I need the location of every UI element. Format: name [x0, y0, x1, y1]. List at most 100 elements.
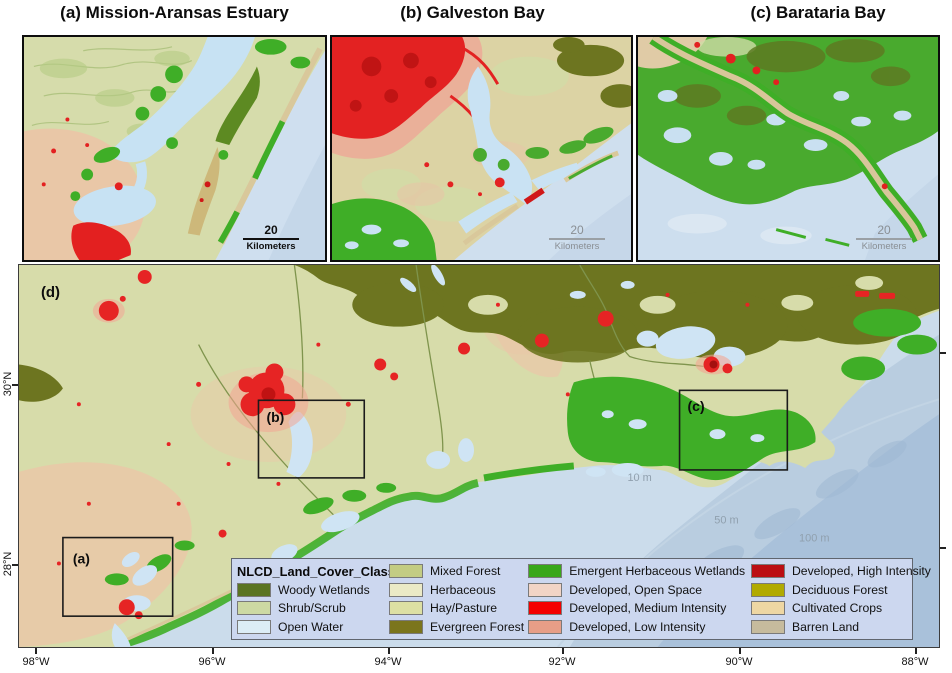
- corpus-christi-bay: [73, 185, 156, 227]
- legend-label: Hay/Pasture: [430, 601, 498, 616]
- legend-item: Developed, Open Space: [528, 581, 751, 599]
- legend-swatch: [751, 564, 785, 578]
- scale-value: 20: [570, 222, 584, 237]
- legend-item: Developed, High Intensity: [751, 562, 931, 580]
- scale-unit: Kilometers: [246, 241, 296, 253]
- coastal-marsh: [104, 308, 938, 647]
- legend-item: Open Water: [237, 618, 389, 636]
- mississippi-river: [652, 37, 923, 241]
- scale-line: [549, 237, 605, 241]
- legend-swatch: [528, 582, 563, 597]
- legend-column-1: NLCD_Land_Cover_Class Woody Wetlands Shr…: [237, 562, 395, 636]
- main-map-label: (d): [41, 284, 60, 301]
- x-label-96w: 96°W: [198, 656, 226, 668]
- estuary-marsh: [70, 38, 311, 202]
- legend-label: Emergent Herbaceous Wetlands: [569, 564, 746, 578]
- legend-swatch: [389, 619, 423, 634]
- legend-item: Hay/Pasture: [389, 599, 528, 617]
- lakes-and-bays: [111, 265, 765, 647]
- depth-label-10m: 10 m: [627, 472, 651, 484]
- x-tick-94w: [388, 648, 390, 654]
- legend-item: Cultivated Crops: [751, 599, 907, 617]
- legend-column-4: Developed, High Intensity Deciduous Fore…: [751, 562, 931, 636]
- inset-extent-boxes: [62, 389, 789, 617]
- west-bay: [458, 192, 518, 234]
- box-label-b: (b): [266, 409, 284, 425]
- galveston-bay-water: [467, 66, 533, 205]
- legend-swatch: [751, 582, 785, 597]
- legend-swatch: [237, 582, 271, 597]
- fringe-islands: [775, 228, 850, 247]
- panel-b-title: (b) Galveston Bay: [400, 3, 545, 22]
- scale-line: [243, 237, 299, 241]
- box-label-c: (c): [688, 398, 705, 414]
- legend-swatch: [237, 619, 271, 634]
- legend-label: Developed, Low Intensity: [569, 619, 706, 634]
- inset-map-barataria-bay: 20 Kilometers: [636, 35, 940, 262]
- mustang-island: [187, 147, 220, 236]
- legend-swatch: [389, 564, 423, 578]
- legend-column-3: Emergent Herbaceous Wetlands Developed, …: [528, 562, 751, 636]
- legend-item: Developed, Low Intensity: [528, 618, 751, 636]
- legend-label: Evergreen Forest: [430, 619, 525, 634]
- extent-box-c: [678, 389, 789, 471]
- inset-map-galveston-bay: 20 Kilometers: [330, 35, 633, 262]
- legend-item: Developed, Medium Intensity: [528, 599, 751, 617]
- panel-a-title: (a) Mission-Aransas Estuary: [60, 3, 289, 22]
- sea-deep-band: [549, 194, 631, 260]
- y-tick-28n-right: [940, 547, 946, 549]
- legend-label: Shrub/Scrub: [278, 601, 346, 616]
- scale-bar: 20 Kilometers: [844, 224, 924, 252]
- scale-unit: Kilometers: [861, 241, 907, 253]
- y-tick-30n-left: [12, 384, 18, 386]
- scale-unit: Kilometers: [554, 241, 600, 253]
- legend-item: Shrub/Scrub: [237, 599, 389, 617]
- legend-label: Open Water: [278, 619, 344, 634]
- x-tick-90w: [739, 648, 741, 654]
- x-label-90w: 90°W: [725, 656, 753, 668]
- depth-label-100m: 100 m: [799, 533, 829, 545]
- legend-label: Cultivated Crops: [792, 601, 883, 616]
- legend-swatch: [751, 601, 785, 616]
- shoals: [667, 213, 812, 245]
- san-jose-island: [215, 66, 260, 146]
- legend-swatch: [389, 582, 423, 597]
- x-tick-96w: [212, 648, 214, 654]
- woody-wetlands: [673, 38, 911, 126]
- panel-c-title: (c) Barataria Bay: [750, 3, 886, 22]
- pasture-patch: [697, 37, 757, 57]
- legend-label: Mixed Forest: [430, 564, 501, 578]
- galveston-island: [462, 203, 519, 246]
- depth-contour-labels: 10 m 50 m 100 m: [627, 472, 829, 545]
- urban-core-spots: [349, 52, 437, 112]
- marsh-lakes: [657, 90, 912, 170]
- x-tick-92w: [562, 648, 564, 654]
- urban-areas: [56, 269, 896, 620]
- inset-map-a-canvas: [24, 37, 325, 260]
- legend-swatch: [389, 601, 423, 616]
- legend-item: Herbaceous: [389, 581, 528, 599]
- legend-label: Barren Land: [792, 619, 860, 634]
- inset-map-c-canvas: [638, 37, 938, 260]
- legend-item: Mixed Forest: [389, 562, 528, 580]
- urban-spots: [694, 41, 888, 190]
- legend-label: Herbaceous: [430, 582, 496, 597]
- box-label-a: (a): [73, 550, 90, 566]
- legend-label: Developed, Medium Intensity: [569, 601, 727, 616]
- x-tick-98w: [35, 648, 37, 654]
- legend-swatch: [751, 619, 785, 634]
- inset-map-b-canvas: [332, 37, 631, 260]
- legend-label: Developed, High Intensity: [792, 564, 931, 578]
- bay-marsh: [473, 126, 614, 171]
- barrier-strip: [114, 583, 244, 647]
- scale-bar: 20 Kilometers: [537, 224, 617, 252]
- y-tick-30n-right: [940, 352, 946, 354]
- scale-line: [856, 237, 912, 241]
- legend-item: Deciduous Forest: [751, 581, 907, 599]
- x-label-94w: 94°W: [374, 656, 402, 668]
- legend-item: Evergreen Forest: [389, 618, 528, 636]
- x-label-92w: 92°W: [548, 656, 576, 668]
- island-marsh-segments: [217, 120, 286, 244]
- legend-label: Woody Wetlands: [278, 582, 370, 597]
